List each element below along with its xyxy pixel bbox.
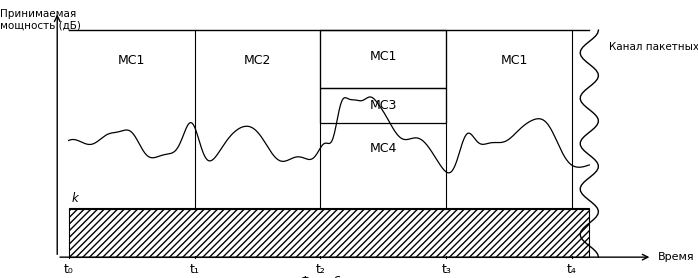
Text: k: k (71, 192, 78, 205)
Text: Принимаемая
мощность (дБ): Принимаемая мощность (дБ) (0, 9, 81, 31)
Text: t₀: t₀ (64, 263, 73, 276)
Text: МС1: МС1 (501, 54, 528, 67)
Text: t₄: t₄ (567, 263, 577, 276)
Text: t₁: t₁ (190, 263, 200, 276)
Text: МС2: МС2 (244, 54, 271, 67)
Text: МС4: МС4 (370, 142, 397, 155)
Text: t₃: t₃ (441, 263, 451, 276)
Bar (68, 208, 589, 257)
Bar (320, 30, 446, 88)
Text: t₂: t₂ (315, 263, 325, 276)
Text: Фиг. 6: Фиг. 6 (299, 275, 341, 278)
Text: МС1: МС1 (370, 50, 397, 63)
Bar (320, 88, 446, 123)
Text: Канал пакетных данных: Канал пакетных данных (609, 41, 698, 51)
Text: МС1: МС1 (118, 54, 145, 67)
Text: Время: Время (658, 252, 695, 262)
Text: МС3: МС3 (370, 99, 397, 112)
